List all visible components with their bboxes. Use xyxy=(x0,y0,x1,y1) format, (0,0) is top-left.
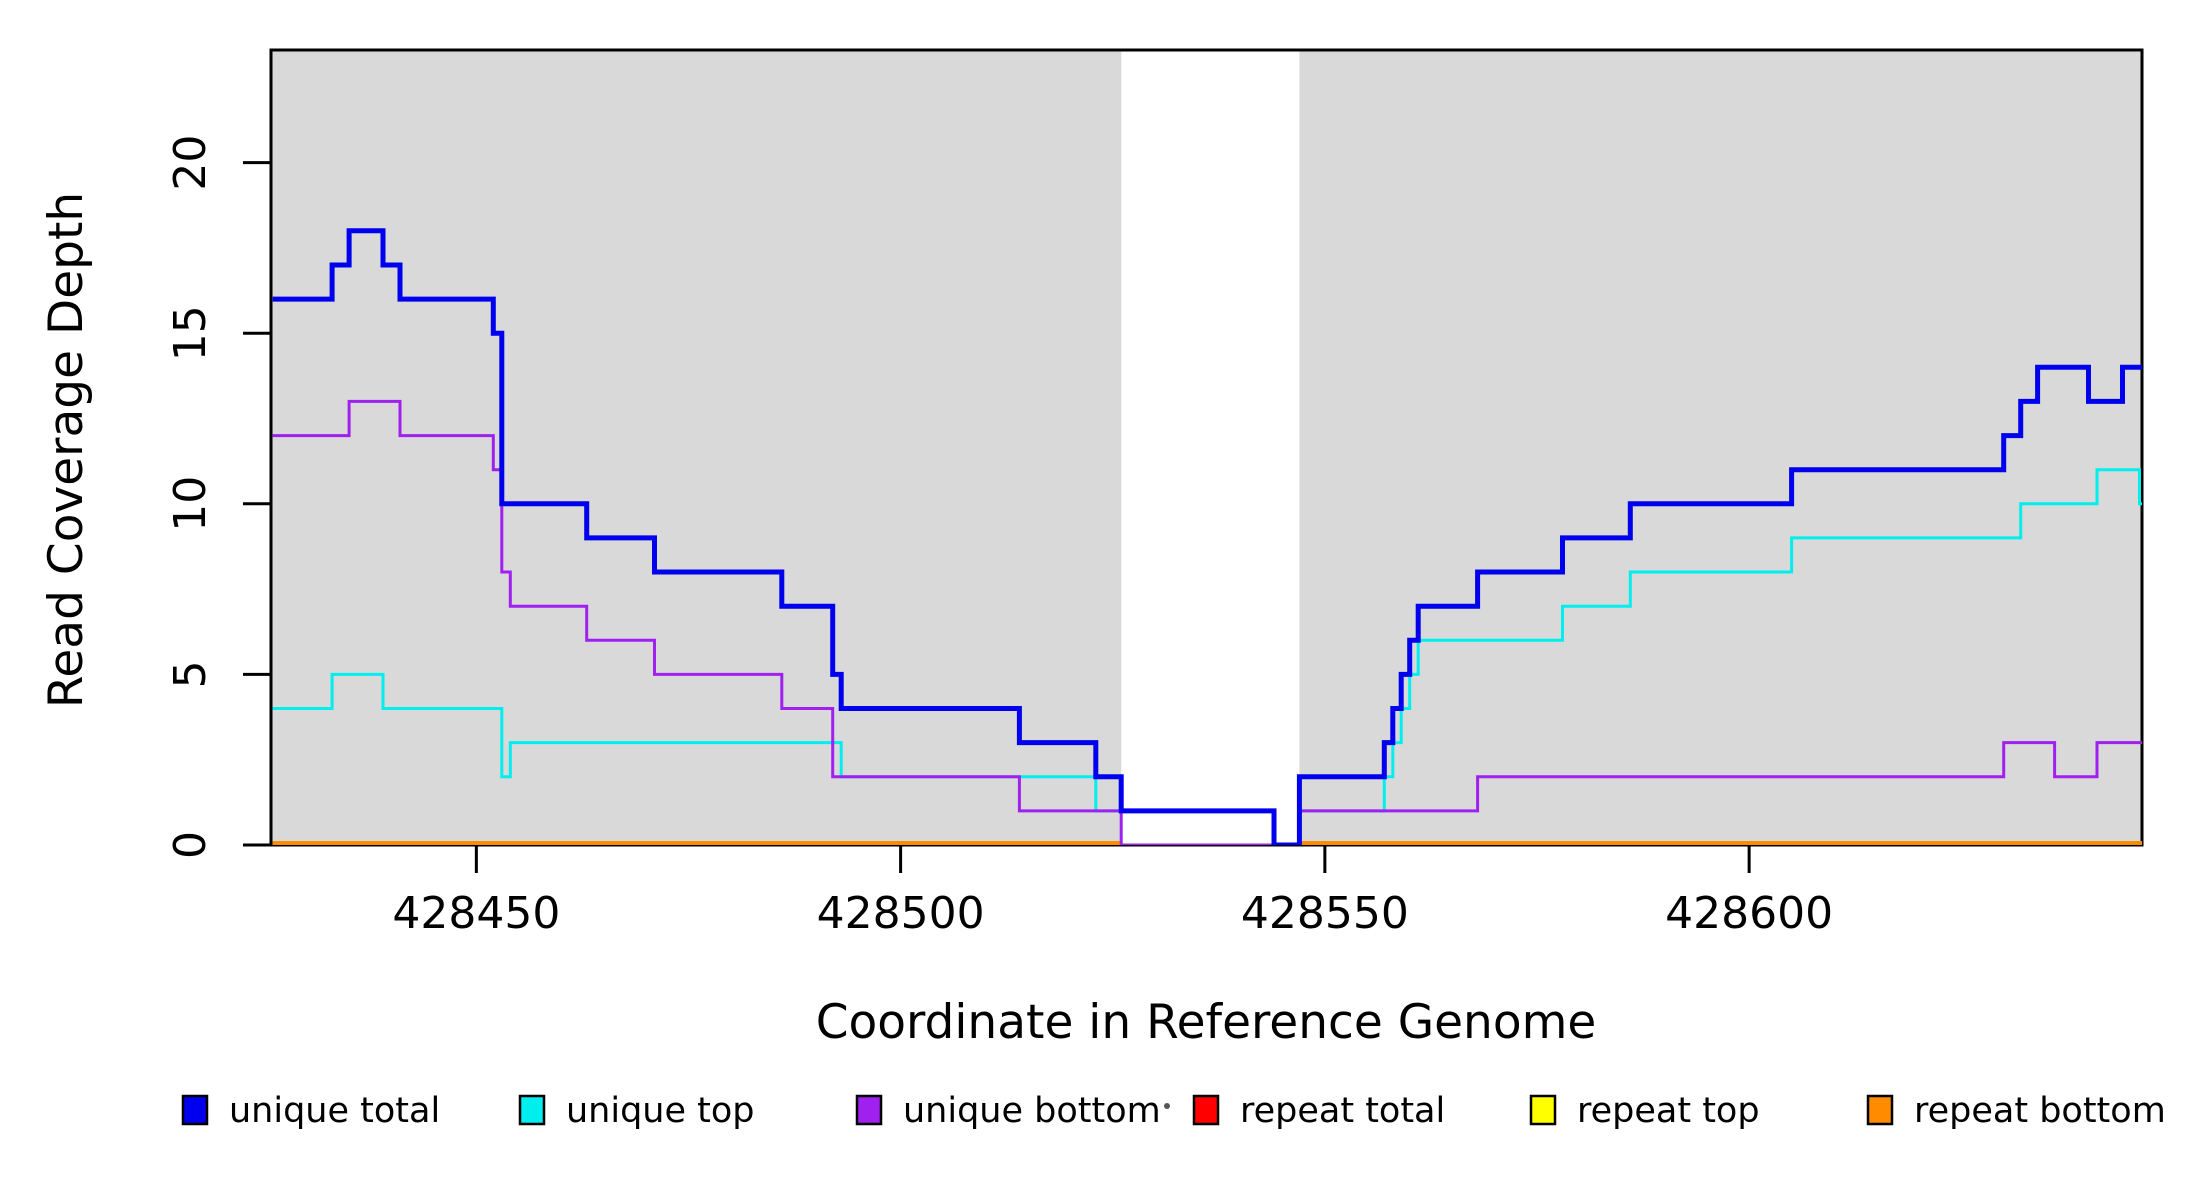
legend-item-repeat-top: repeat top xyxy=(1529,1091,1760,1131)
series-line-unique-total xyxy=(272,228,2142,845)
legend-label: repeat top xyxy=(1577,1091,1760,1131)
x-tick-label: 428500 xyxy=(817,888,985,939)
legend-label: repeat total xyxy=(1240,1091,1445,1131)
legend-swatch xyxy=(181,1094,209,1126)
y-tick-label: 0 xyxy=(165,831,216,859)
legend-label: unique bottom xyxy=(903,1091,1161,1131)
legend-item-repeat-bottom: repeat bottom xyxy=(1866,1091,2166,1131)
legend-item-unique-bottom: unique bottom xyxy=(855,1091,1161,1131)
legend-swatch xyxy=(518,1094,546,1126)
legend-label: unique top xyxy=(566,1091,755,1131)
legend-item-unique-top: unique top xyxy=(518,1091,755,1131)
legend-label: repeat bottom xyxy=(1914,1091,2166,1131)
x-tick-label: 428600 xyxy=(1665,888,1833,939)
stray-dot xyxy=(1164,1103,1170,1109)
y-axis-title: Read Coverage Depth xyxy=(39,192,94,708)
legend-label: unique total xyxy=(229,1091,440,1131)
series-layer xyxy=(272,228,2142,845)
series-line-unique-top xyxy=(272,468,2142,845)
x-tick-label: 428450 xyxy=(392,888,560,939)
legend-item-unique-total: unique total xyxy=(181,1091,440,1131)
y-tick-label: 5 xyxy=(165,660,216,688)
plot-background-layer xyxy=(269,48,2144,847)
series-line-unique-bottom xyxy=(272,399,2142,845)
legend-item-repeat-total: repeat total xyxy=(1192,1091,1445,1131)
legend-swatch xyxy=(855,1094,883,1126)
axes-layer: 428450 428500 428550 428600 0 5 10 15 20 xyxy=(165,135,1833,939)
legend-swatch xyxy=(1866,1094,1894,1126)
legend-swatch xyxy=(1529,1094,1557,1126)
y-tick-label: 15 xyxy=(165,305,216,361)
legend: unique total unique top unique bottom repea… xyxy=(181,1091,2166,1131)
gap-band xyxy=(1121,51,1300,844)
x-tick-label: 428550 xyxy=(1241,888,1409,939)
y-tick-label: 20 xyxy=(165,135,216,191)
y-tick-label: 10 xyxy=(165,476,216,532)
x-axis-title: Coordinate in Reference Genome xyxy=(816,995,1597,1050)
legend-swatch xyxy=(1192,1094,1220,1126)
